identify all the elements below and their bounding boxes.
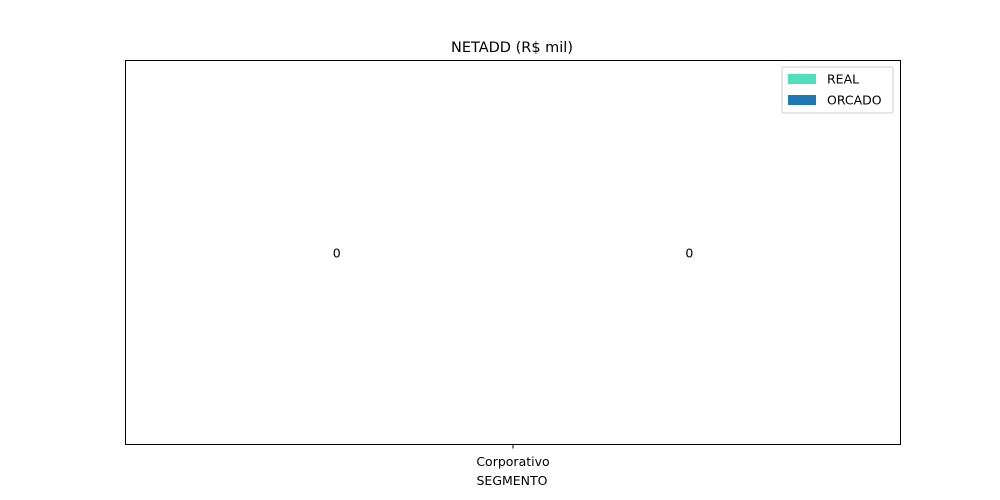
- legend-label-orcado: ORCADO: [827, 93, 882, 108]
- legend-entries: REAL ORCADO: [788, 72, 882, 108]
- legend-swatch-real: [788, 74, 816, 84]
- x-ticks-layer: Corporativo: [476, 444, 550, 469]
- chart-title: NETADD (R$ mil): [451, 40, 573, 56]
- x-axis-label: SEGMENTO: [476, 473, 547, 488]
- legend: REAL ORCADO: [781, 66, 894, 114]
- x-tick-label: Corporativo: [476, 454, 549, 469]
- legend-label-real: REAL: [827, 72, 859, 87]
- plot-area: [125, 60, 901, 445]
- legend-swatch-orcado: [788, 95, 816, 105]
- data-label: 0: [685, 246, 693, 261]
- data-label: 0: [333, 246, 341, 261]
